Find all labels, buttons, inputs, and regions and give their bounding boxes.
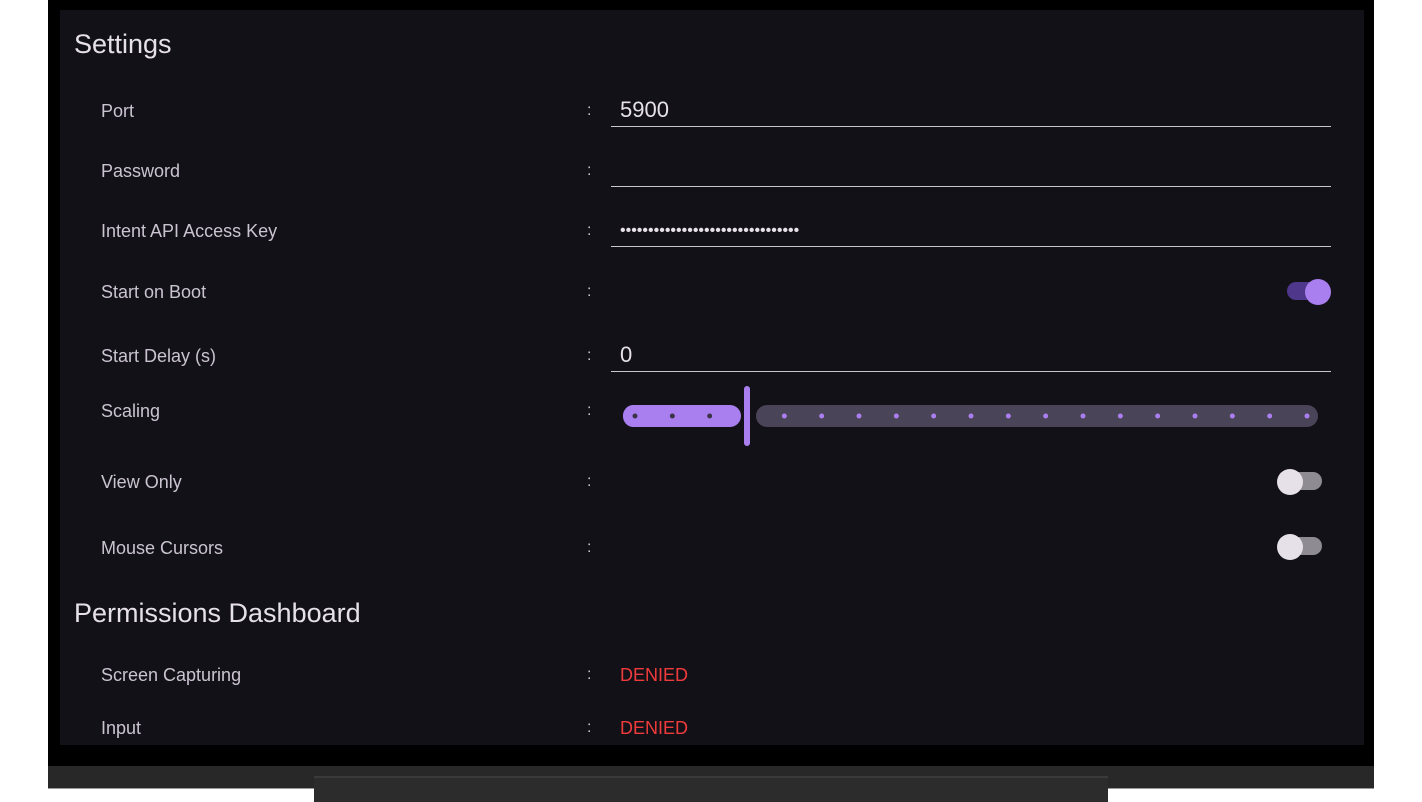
mouse-cursors-toggle[interactable] bbox=[1277, 533, 1322, 560]
colon: : bbox=[587, 347, 592, 364]
colon: : bbox=[587, 402, 592, 419]
intent-key-value: •••••••••••••••••••••••••••••••• bbox=[620, 222, 800, 239]
colon: : bbox=[587, 222, 592, 239]
view-only-toggle[interactable] bbox=[1277, 468, 1322, 495]
colon: : bbox=[587, 719, 592, 736]
slider-tick bbox=[856, 413, 862, 419]
settings-screen: Settings Port : 5900 Password : Intent A… bbox=[60, 10, 1364, 745]
start-on-boot-label: Start on Boot bbox=[101, 282, 207, 302]
slider-tick bbox=[669, 413, 675, 419]
slider-tick bbox=[1043, 413, 1049, 419]
colon: : bbox=[587, 666, 592, 683]
slider-tick bbox=[931, 413, 937, 419]
start-on-boot-row: Start on Boot : bbox=[60, 272, 1364, 312]
start-delay-row: Start Delay (s) : 0 bbox=[60, 336, 1364, 376]
tv-stand bbox=[314, 776, 1108, 802]
port-label: Port bbox=[101, 101, 135, 121]
mouse-cursors-label: Mouse Cursors bbox=[101, 538, 224, 558]
slider-tick bbox=[1229, 413, 1235, 419]
mouse-cursors-row: Mouse Cursors : bbox=[60, 528, 1364, 568]
screen-capturing-label: Screen Capturing bbox=[101, 665, 242, 685]
slider-tick bbox=[819, 413, 825, 419]
slider-inactive-track bbox=[756, 405, 1318, 427]
slider-tick bbox=[707, 413, 713, 419]
colon: : bbox=[587, 162, 592, 179]
intent-key-label: Intent API Access Key bbox=[101, 221, 278, 241]
port-row: Port : 5900 bbox=[60, 91, 1364, 131]
slider-tick bbox=[781, 413, 787, 419]
view-only-row: View Only : bbox=[60, 462, 1364, 502]
input-label: Input bbox=[101, 718, 142, 738]
start-delay-label: Start Delay (s) bbox=[101, 346, 217, 366]
screen-capturing-status[interactable]: DENIED bbox=[620, 665, 689, 685]
start-delay-input[interactable]: 0 bbox=[611, 333, 1331, 372]
slider-active-track bbox=[623, 405, 741, 427]
scaling-slider[interactable] bbox=[622, 386, 1322, 448]
password-input[interactable] bbox=[611, 148, 1331, 187]
slider-tick bbox=[1304, 413, 1310, 419]
port-input[interactable]: 5900 bbox=[611, 88, 1331, 127]
slider-tick bbox=[1155, 413, 1161, 419]
colon: : bbox=[587, 283, 592, 300]
permissions-heading: Permissions Dashboard bbox=[74, 598, 361, 628]
slider-tick bbox=[1080, 413, 1086, 419]
settings-heading: Settings bbox=[74, 29, 172, 59]
colon: : bbox=[587, 539, 592, 556]
input-status[interactable]: DENIED bbox=[620, 718, 689, 738]
password-row: Password : bbox=[60, 151, 1364, 191]
slider-thumb[interactable] bbox=[744, 386, 750, 446]
intent-key-input[interactable]: •••••••••••••••••••••••••••••••• bbox=[611, 208, 1331, 247]
password-label: Password bbox=[101, 161, 181, 181]
port-value: 5900 bbox=[620, 97, 669, 122]
scaling-label: Scaling bbox=[101, 401, 161, 421]
slider-tick bbox=[893, 413, 899, 419]
slider-tick bbox=[1192, 413, 1198, 419]
slider-tick bbox=[1117, 413, 1123, 419]
slider-tick bbox=[632, 413, 638, 419]
start-on-boot-toggle[interactable] bbox=[1287, 278, 1331, 305]
scaling-row: Scaling : bbox=[60, 391, 1364, 431]
colon: : bbox=[587, 102, 592, 119]
slider-tick bbox=[968, 413, 974, 419]
screen-capturing-row: Screen Capturing : DENIED bbox=[60, 655, 1364, 695]
intent-key-row: Intent API Access Key : ••••••••••••••••… bbox=[60, 211, 1364, 251]
slider-tick bbox=[1267, 413, 1273, 419]
view-only-label: View Only bbox=[101, 472, 182, 492]
slider-tick bbox=[1005, 413, 1011, 419]
colon: : bbox=[587, 473, 592, 490]
start-delay-value: 0 bbox=[620, 342, 633, 367]
input-row: Input : DENIED bbox=[60, 708, 1364, 745]
